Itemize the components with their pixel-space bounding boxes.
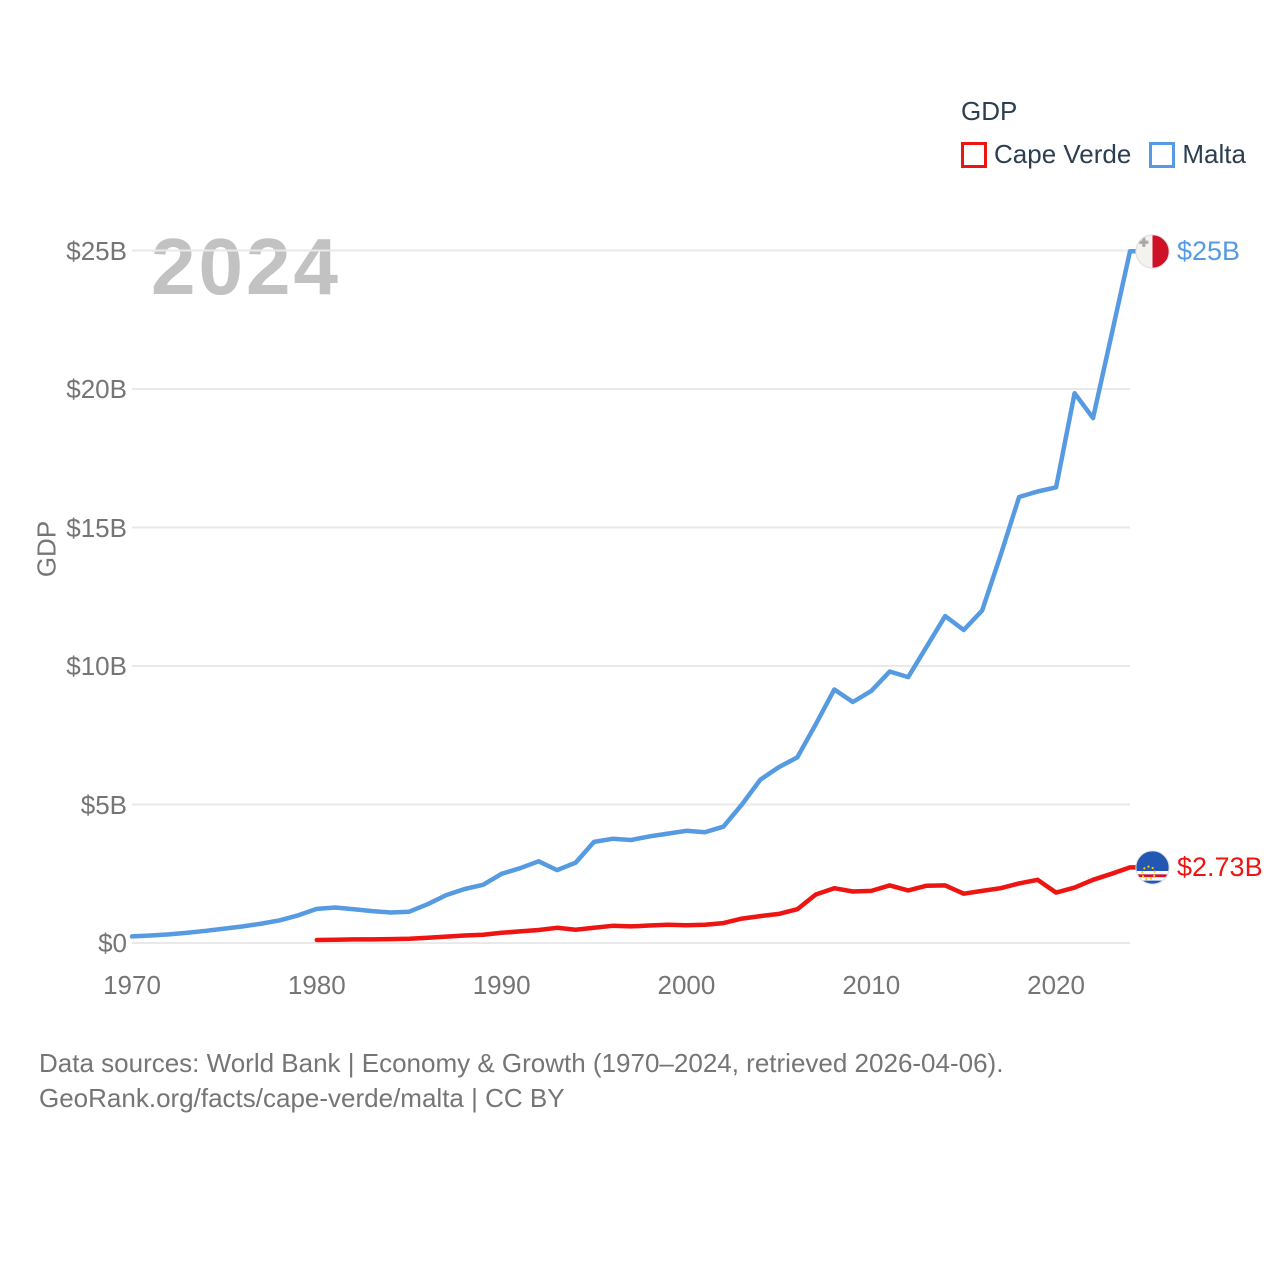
x-tick-label: 2020	[1027, 970, 1085, 1000]
x-tick-label: 2000	[657, 970, 716, 1000]
legend-item-label: Cape Verde	[994, 139, 1132, 169]
malta-flag-icon	[1135, 234, 1170, 269]
malta-line	[129, 249, 1144, 939]
cape-verde-line	[314, 865, 1144, 943]
legend-items: Cape Verde Malta	[961, 139, 1246, 170]
cape-verde-swatch-icon	[961, 141, 987, 168]
data-sources-line: Data sources: World Bank | Economy & Gro…	[39, 1048, 1004, 1078]
y-tick-label: $15B	[66, 512, 127, 543]
y-tick-label: $5B	[80, 789, 127, 820]
legend-item-label: Malta	[1182, 139, 1246, 169]
y-tick-label: $0	[98, 928, 127, 958]
chart-legend: GDP Cape Verde Malta	[961, 96, 1246, 170]
cape-verde-end-label: $2.73B	[1135, 850, 1263, 885]
cape-verde-flag-icon	[1135, 850, 1170, 885]
x-tick-label: 1990	[472, 970, 531, 1000]
watermark-year: 2024	[151, 222, 341, 311]
attribution-link-line: GeoRank.org/facts/cape-verde/malta | CC …	[39, 1083, 565, 1113]
y-tick-label: $20B	[66, 374, 127, 404]
attribution: Data sources: World Bank | Economy & Gro…	[39, 1046, 1003, 1116]
y-tick-label: $25B	[66, 235, 127, 266]
cape-verde-end-value: $2.73B	[1177, 852, 1263, 882]
legend-title: GDP	[961, 96, 1018, 126]
legend-item-cape-verde: Cape Verde	[961, 139, 1131, 170]
malta-swatch-icon	[1149, 141, 1176, 168]
x-tick-label: 1980	[287, 970, 346, 1000]
legend-item-malta: Malta	[1149, 139, 1246, 170]
y-tick-label: $10B	[66, 651, 127, 681]
malta-end-value: $25B	[1177, 236, 1241, 266]
x-tick-label: 2010	[842, 970, 901, 1000]
malta-end-label: $25B	[1135, 234, 1240, 269]
x-tick-label: 1970	[103, 970, 161, 1000]
